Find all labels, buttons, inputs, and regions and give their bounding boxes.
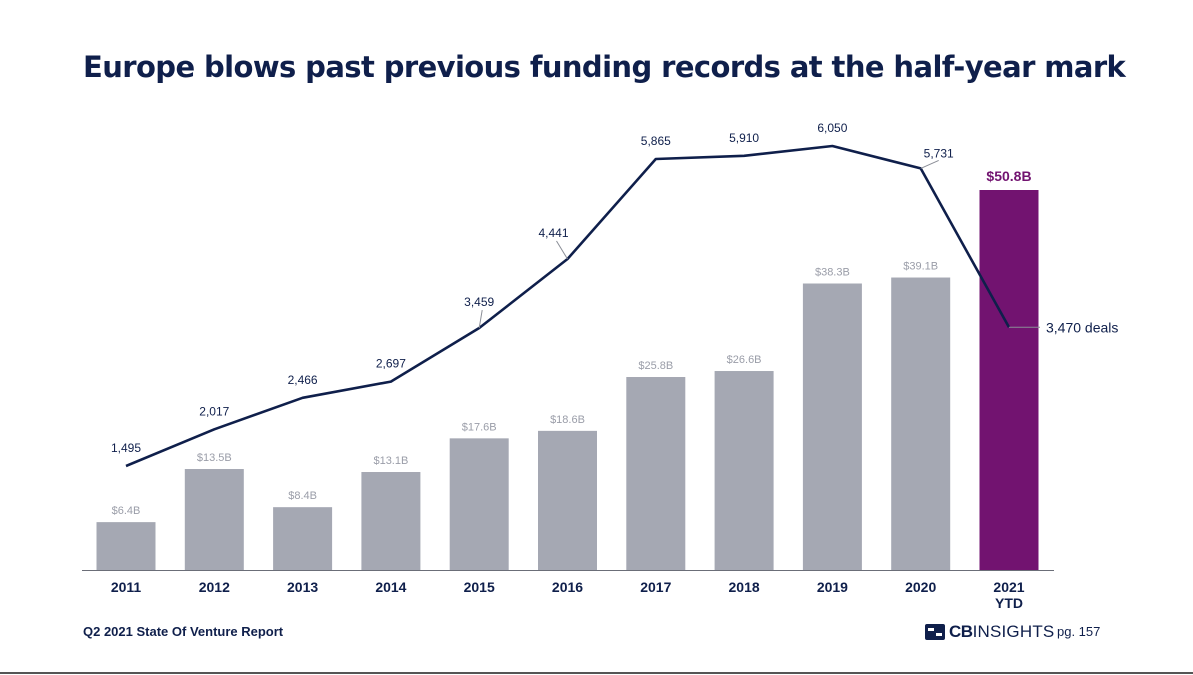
x-tick-label: 2011: [111, 579, 142, 595]
report-source: Q2 2021 State Of Venture Report: [83, 624, 284, 639]
bar-2017: [626, 377, 686, 570]
x-tick-label: 2018: [729, 579, 760, 595]
cb-insights-logo-mark-icon: [925, 624, 945, 640]
deals-value-label: 5,910: [729, 131, 759, 145]
cb-insights-logo: CB INSIGHTS: [925, 622, 1054, 642]
x-tick-label: 2016: [552, 579, 583, 595]
logo-text-insights: INSIGHTS: [972, 622, 1055, 641]
page-number: pg. 157: [1057, 624, 1101, 639]
x-tick-label: 2017: [640, 579, 671, 595]
deals-value-label: 3,459: [464, 295, 494, 309]
bar-value-label: $50.8B: [986, 168, 1031, 184]
bar-value-label: $39.1B: [903, 261, 938, 273]
page-title: Europe blows past previous funding recor…: [83, 50, 1126, 84]
x-tick-label: 2013: [287, 579, 318, 595]
bar-2020: [891, 277, 951, 570]
bottom-divider: [0, 672, 1193, 674]
bar-2014: [361, 472, 421, 570]
deals-leader-line: [920, 159, 939, 169]
x-tick-label: 2014: [375, 579, 406, 595]
deals-value-label: 4,441: [538, 226, 568, 240]
deals-value-label: 6,050: [817, 121, 847, 135]
x-tick-label: 2012: [199, 579, 230, 595]
x-tick-label: 2019: [817, 579, 848, 595]
bar-2016: [538, 430, 597, 570]
bar-value-label: $26.6B: [727, 354, 762, 366]
bar-value-label: $13.1B: [373, 455, 408, 467]
bar-2018: [714, 371, 774, 570]
bar-2013: [273, 507, 333, 570]
bar-2011: [96, 522, 156, 570]
deals-value-label: 3,470 deals: [1046, 319, 1118, 335]
deals-value-label: 2,466: [288, 373, 318, 387]
bar-value-label: $17.6B: [462, 421, 497, 433]
bar-value-label: $38.3B: [815, 267, 850, 279]
deals-value-label: 1,495: [111, 441, 141, 455]
bar-value-label: $13.5B: [197, 452, 232, 464]
deals-value-label: 5,731: [924, 146, 954, 160]
bar-value-label: $6.4B: [112, 505, 141, 517]
bar-2012: [184, 469, 244, 570]
deals-value-label: 2,697: [376, 357, 406, 371]
bar-value-label: $8.4B: [288, 490, 317, 502]
deals-value-label: 2,017: [199, 404, 229, 418]
x-tick-label: 2020: [905, 579, 936, 595]
x-tick-label: 2021 YTD: [993, 579, 1024, 611]
x-tick-label: 2015: [464, 579, 495, 595]
deals-leader-line: [478, 309, 483, 329]
bar-value-label: $25.8B: [638, 360, 673, 372]
bar-2021-ytd: [979, 190, 1039, 570]
bar-2015: [449, 438, 509, 570]
deals-leader-line: [556, 240, 568, 260]
deals-value-label: 5,865: [641, 134, 671, 148]
logo-text-cb: CB: [949, 622, 973, 641]
bar-value-label: $18.6B: [550, 414, 585, 426]
bar-2019: [802, 283, 862, 570]
